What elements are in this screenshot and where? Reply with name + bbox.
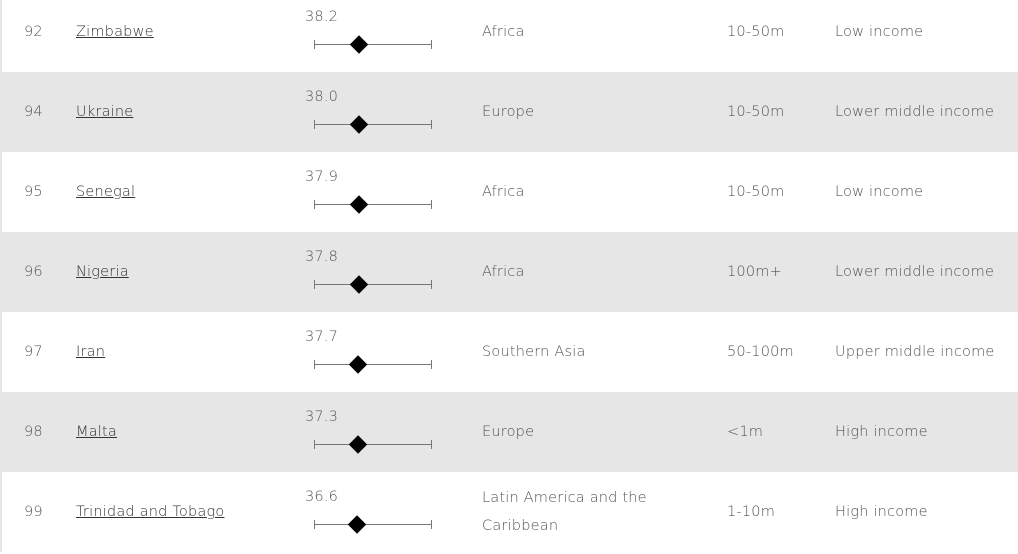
region: Africa: [482, 24, 525, 40]
score-cell: 37.9: [305, 152, 445, 232]
population: 10-50m: [727, 24, 785, 40]
score-value: 38.0: [305, 89, 339, 105]
score-range-bar: [314, 515, 432, 534]
population: 10-50m: [727, 104, 785, 120]
region: Southern Asia: [482, 344, 586, 360]
country-link[interactable]: Nigeria: [76, 264, 129, 280]
table-row: 95 Senegal 37.9 Africa 10-50m Low income: [2, 152, 1018, 232]
table-row: 94 Ukraine 38.0 Europe 10-50m Lower midd…: [2, 72, 1018, 152]
score-range-bar: [314, 435, 432, 454]
table-row: 98 Malta 37.3 Europe <1m High income: [2, 392, 1018, 472]
score-range-bar: [314, 35, 432, 54]
score-range-bar: [314, 275, 432, 294]
income-group: Lower middle income: [835, 104, 995, 120]
score-diamond-marker: [349, 35, 369, 54]
score-range-bar: [314, 355, 432, 374]
population: 1-10m: [727, 504, 776, 520]
score-value: 38.2: [305, 9, 339, 25]
score-cell: 38.0: [305, 72, 445, 152]
country-link[interactable]: Iran: [76, 344, 106, 360]
score-diamond-marker: [349, 275, 368, 294]
income-group: Lower middle income: [835, 264, 995, 280]
rank: 95: [24, 184, 43, 200]
income-group: High income: [835, 504, 928, 520]
score-range-bar: [314, 195, 432, 214]
income-group: Low income: [835, 184, 924, 200]
rank: 96: [24, 264, 43, 280]
score-cell: 37.7: [305, 312, 445, 392]
rank: 94: [24, 104, 43, 120]
region: Europe: [482, 104, 535, 120]
population: <1m: [727, 424, 764, 440]
country-link[interactable]: Zimbabwe: [76, 24, 154, 40]
score-diamond-marker: [348, 435, 368, 454]
table-row: 97 Iran 37.7 Southern Asia 50-100m Upper…: [2, 312, 1018, 392]
score-value: 36.6: [305, 489, 339, 505]
region: Africa: [482, 264, 525, 280]
score-diamond-marker: [347, 515, 367, 534]
score-diamond-marker: [349, 115, 369, 134]
table-row: 92 Zimbabwe 38.2 Africa 10-50m Low incom…: [2, 0, 1018, 72]
score-value: 37.8: [305, 249, 339, 265]
score-value: 37.7: [305, 329, 339, 345]
score-range-bar: [314, 115, 432, 134]
table-row: 99 Trinidad and Tobago 36.6 Latin Americ…: [2, 472, 1018, 552]
score-cell: 36.6: [305, 472, 445, 552]
region: Latin America and the Caribbean: [482, 490, 647, 534]
score-cell: 38.2: [305, 0, 445, 72]
region: Europe: [482, 424, 535, 440]
table-row: 96 Nigeria 37.8 Africa 100m+ Lower middl…: [2, 232, 1018, 312]
income-group: High income: [835, 424, 928, 440]
score-value: 37.3: [305, 409, 339, 425]
income-group: Upper middle income: [835, 344, 995, 360]
population: 100m+: [727, 264, 782, 280]
country-link[interactable]: Senegal: [76, 184, 136, 200]
population: 50-100m: [727, 344, 794, 360]
rank: 92: [24, 24, 43, 40]
population: 10-50m: [727, 184, 785, 200]
income-group: Low income: [835, 24, 924, 40]
score-cell: 37.8: [305, 232, 445, 312]
rank: 97: [24, 344, 43, 360]
rank: 99: [24, 504, 43, 520]
score-diamond-marker: [349, 355, 368, 374]
country-link[interactable]: Malta: [76, 424, 117, 440]
score-value: 37.9: [305, 169, 339, 185]
region: Africa: [482, 184, 525, 200]
country-link[interactable]: Ukraine: [76, 104, 134, 120]
country-link[interactable]: Trinidad and Tobago: [76, 504, 225, 520]
score-diamond-marker: [349, 195, 368, 214]
rank: 98: [24, 424, 43, 440]
score-cell: 37.3: [305, 392, 445, 472]
